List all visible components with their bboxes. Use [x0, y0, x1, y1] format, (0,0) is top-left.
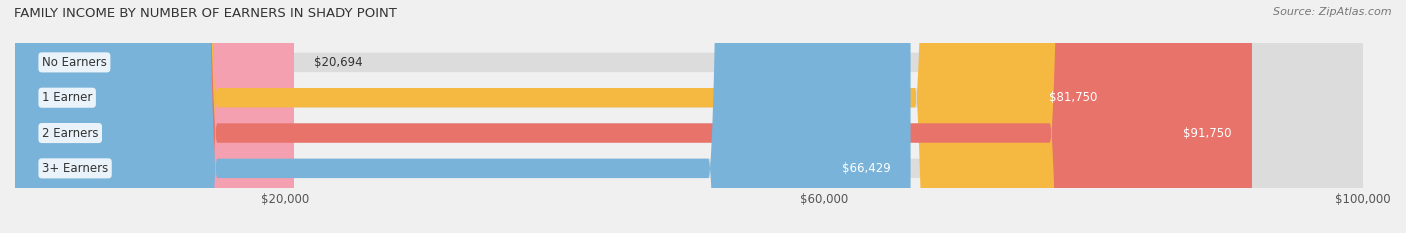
- FancyBboxPatch shape: [15, 0, 294, 233]
- Text: 1 Earner: 1 Earner: [42, 91, 93, 104]
- FancyBboxPatch shape: [15, 0, 1364, 233]
- Text: $91,750: $91,750: [1184, 127, 1232, 140]
- Text: No Earners: No Earners: [42, 56, 107, 69]
- FancyBboxPatch shape: [15, 0, 1118, 233]
- Text: Source: ZipAtlas.com: Source: ZipAtlas.com: [1274, 7, 1392, 17]
- Text: $66,429: $66,429: [842, 162, 890, 175]
- Text: FAMILY INCOME BY NUMBER OF EARNERS IN SHADY POINT: FAMILY INCOME BY NUMBER OF EARNERS IN SH…: [14, 7, 396, 20]
- Text: 2 Earners: 2 Earners: [42, 127, 98, 140]
- FancyBboxPatch shape: [15, 0, 911, 233]
- FancyBboxPatch shape: [15, 0, 1364, 233]
- Text: $20,694: $20,694: [314, 56, 363, 69]
- FancyBboxPatch shape: [15, 0, 1364, 233]
- FancyBboxPatch shape: [15, 0, 1364, 233]
- Text: $81,750: $81,750: [1049, 91, 1097, 104]
- Text: 3+ Earners: 3+ Earners: [42, 162, 108, 175]
- FancyBboxPatch shape: [15, 0, 1251, 233]
